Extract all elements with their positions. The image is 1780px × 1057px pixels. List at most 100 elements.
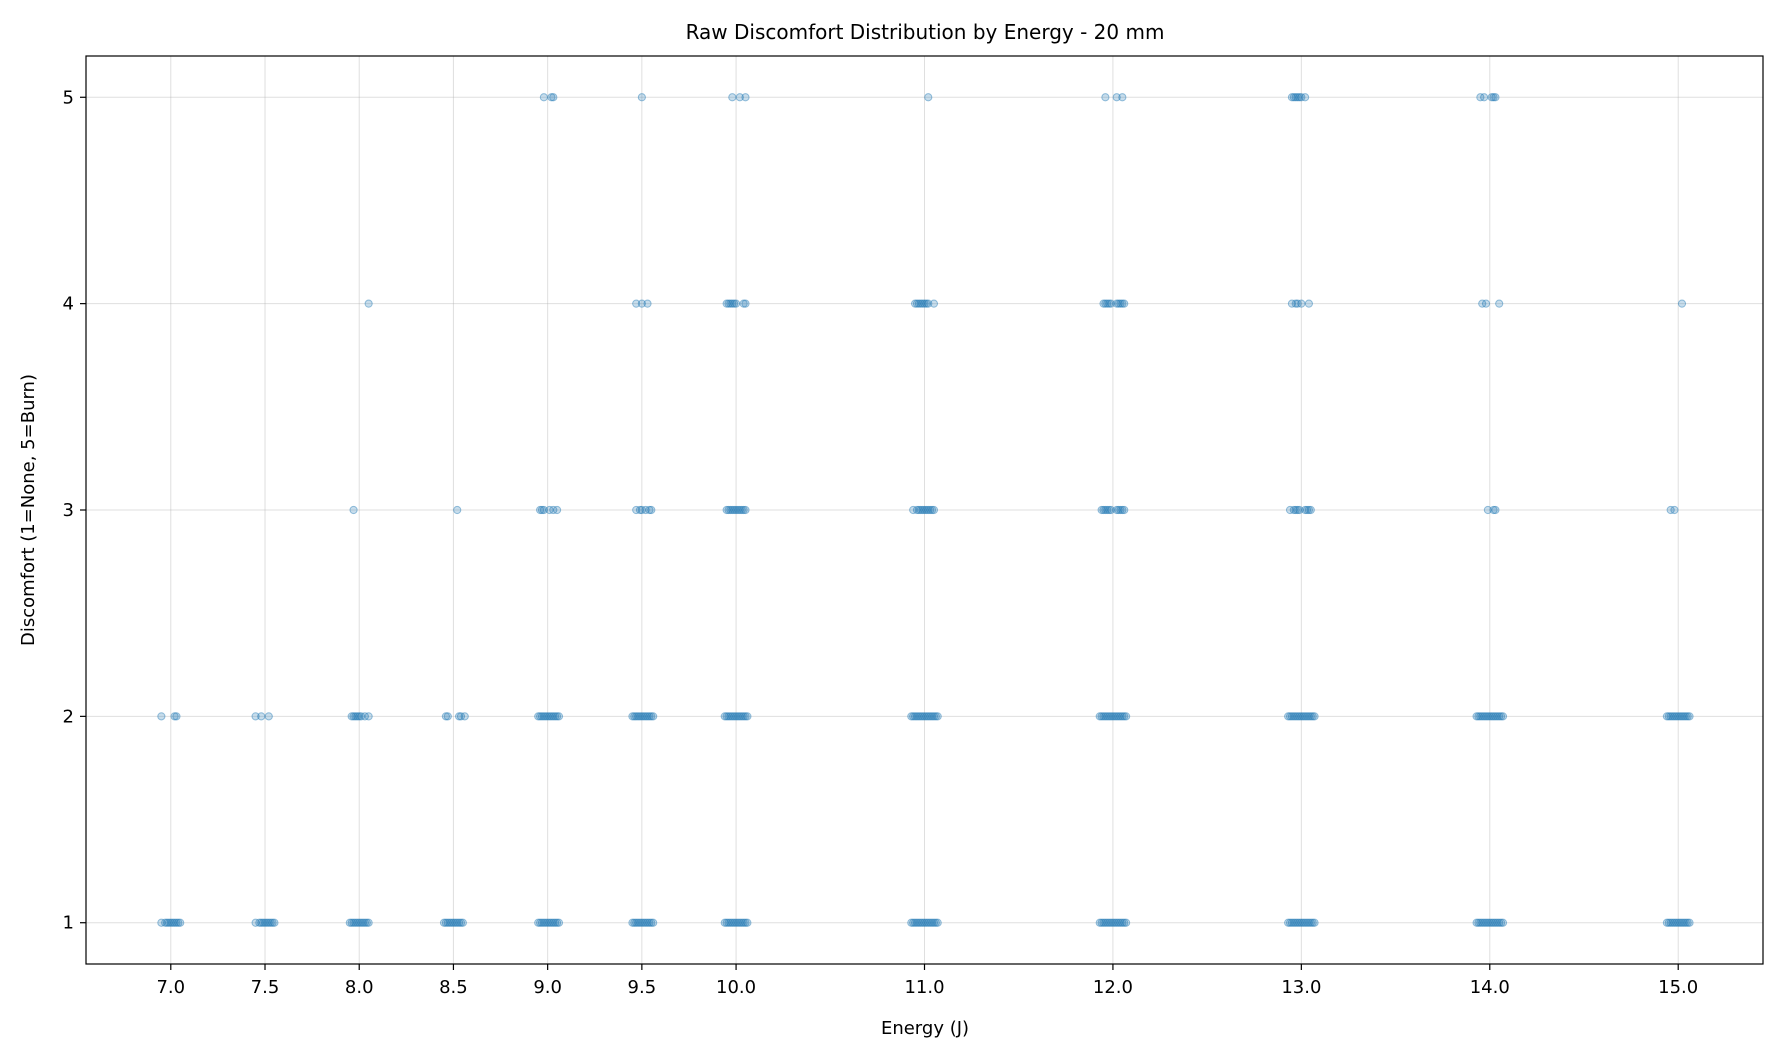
data-point [262,918,271,927]
data-point [1675,918,1685,927]
data-point [737,712,746,721]
data-point [927,712,937,721]
data-point [251,918,260,927]
data-point [728,93,737,102]
data-point [916,712,925,721]
data-point [1295,505,1304,515]
data-point [912,505,922,515]
data-point [731,299,741,308]
data-point [456,918,466,927]
data-point [926,712,935,721]
data-point [1302,918,1312,927]
data-point [726,505,735,515]
data-point [720,918,729,927]
data-point [741,299,750,308]
data-point [726,918,735,927]
data-point [1293,712,1302,721]
data-point [1495,299,1504,308]
data-point [1310,712,1319,721]
x-tick-label: 15.0 [1658,977,1698,998]
data-point [649,918,658,927]
data-point [547,918,556,927]
data-point [1297,299,1306,308]
data-point [545,505,554,515]
data-point [918,299,927,308]
data-point [914,299,923,308]
data-point [926,505,935,515]
data-point [1662,712,1672,721]
data-point [743,712,752,721]
data-point [912,299,922,308]
data-point [722,505,731,515]
data-point [537,712,547,721]
data-point [1103,505,1112,515]
data-point [451,918,460,927]
data-point [1297,918,1306,927]
data-point [1481,712,1491,721]
data-point [1306,505,1315,515]
data-point [720,712,729,721]
data-point [914,505,923,515]
data-point [1677,712,1687,721]
data-point [1106,505,1116,515]
data-point [534,918,543,927]
data-point [1291,505,1300,515]
data-point [355,918,364,927]
data-point [1301,918,1310,927]
data-point [453,505,462,515]
data-point [914,712,923,721]
data-point [1668,918,1677,927]
data-point [1310,918,1319,927]
data-point [1472,918,1481,927]
data-point [739,299,748,308]
data-point [722,712,731,721]
data-point [1116,712,1125,721]
data-point [907,918,916,927]
data-point [1672,712,1681,721]
data-point [449,918,458,927]
data-point [931,918,940,927]
data-point [1120,505,1129,515]
data-point [1304,505,1313,515]
data-point [1105,918,1114,927]
data-point [364,299,373,308]
data-point [1118,299,1127,308]
data-point [927,505,937,515]
data-point [722,299,731,308]
x-tick-label: 10.0 [716,977,756,998]
data-point [907,712,916,721]
data-point [1289,918,1298,927]
data-point [1483,918,1493,927]
data-point [174,918,183,927]
data-point [632,918,641,927]
data-point [735,505,744,515]
data-point [549,505,558,515]
data-point [910,918,920,927]
data-point [1122,712,1131,721]
data-point [1097,712,1106,721]
data-point [647,918,656,927]
data-point [1677,299,1687,308]
data-point [1110,712,1119,721]
data-point [1293,93,1302,102]
data-point [637,505,646,515]
data-point [1670,712,1679,721]
data-point [909,712,918,721]
data-point [1674,712,1683,721]
data-points [157,93,1694,927]
data-point [643,299,652,308]
data-point [1483,712,1493,721]
data-point [1301,505,1310,515]
data-point [914,918,923,927]
data-point [1114,505,1123,515]
x-tick-label: 8.5 [439,977,468,998]
data-point [536,918,545,927]
data-point [1101,505,1110,515]
data-point [1103,299,1112,308]
data-point [1099,505,1108,515]
data-point [922,712,931,721]
data-point [929,918,939,927]
data-point [924,93,933,102]
data-point [1491,918,1500,927]
